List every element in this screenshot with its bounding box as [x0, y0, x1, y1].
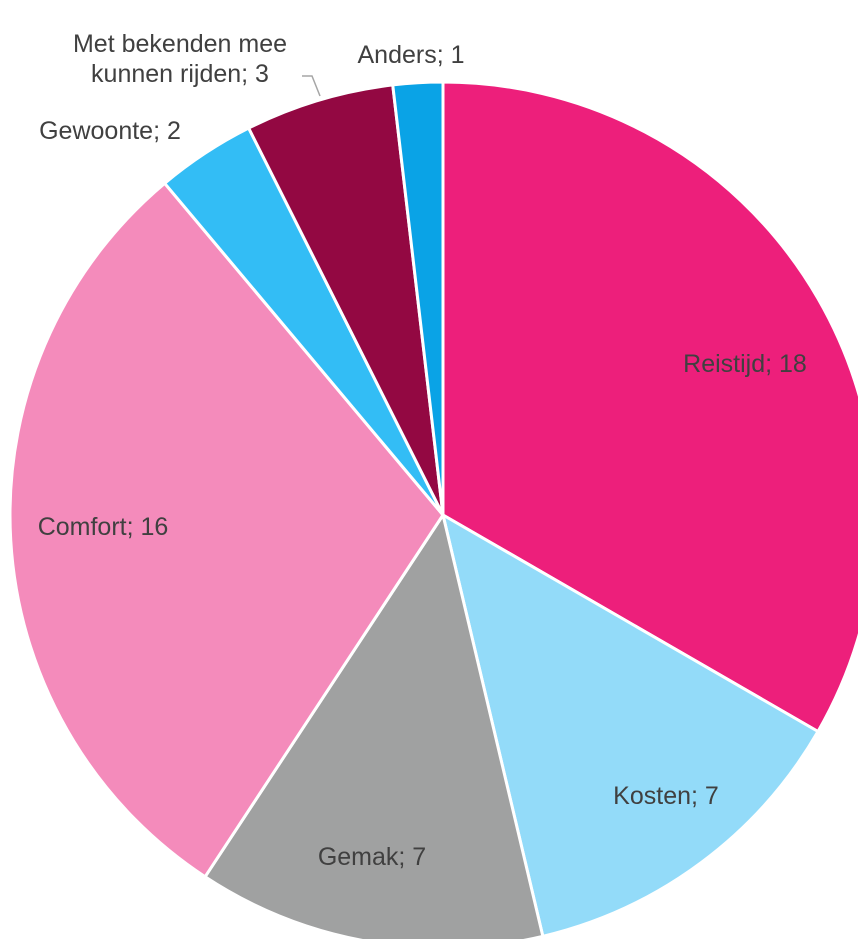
pie-slice — [441, 80, 858, 734]
pie — [8, 80, 858, 939]
data-label: Reistijd; 18 — [683, 350, 807, 378]
pie-slice — [202, 511, 545, 939]
pie-slice — [8, 181, 445, 879]
pie-slice — [391, 80, 445, 516]
pie-slice — [440, 511, 821, 939]
data-label: Anders; 1 — [357, 41, 464, 69]
leader-line — [302, 75, 321, 97]
labels: Reistijd; 18 Kosten; 7 Gemak; 7 Comfort; 16… — [38, 30, 807, 871]
data-label: Kosten; 7 — [613, 782, 719, 810]
data-label: Comfort; 16 — [38, 513, 169, 541]
data-label: Met bekenden mee kunnen rijden; 3 — [73, 30, 287, 88]
pie-slice — [246, 83, 445, 516]
data-label: Gewoonte; 2 — [39, 117, 181, 145]
data-label: Gemak; 7 — [318, 843, 426, 871]
